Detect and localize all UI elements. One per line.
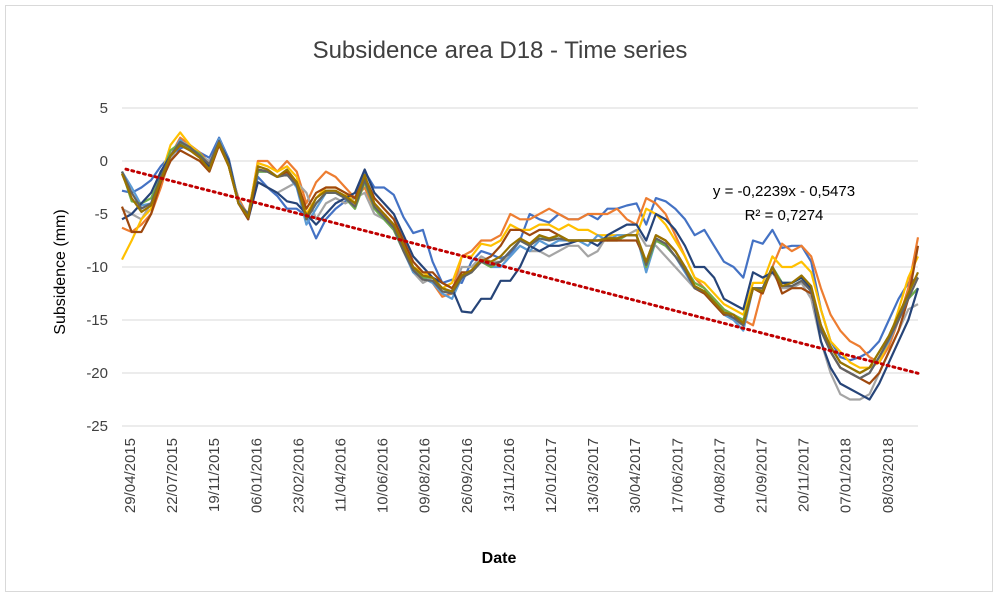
x-tick-label: 22/07/2015 bbox=[164, 438, 181, 513]
y-axis-label: Subsidence (mm) bbox=[52, 209, 69, 334]
series-line-P1 bbox=[121, 136, 919, 362]
series-line-P4 bbox=[121, 131, 920, 369]
y-tick-label: 5 bbox=[100, 100, 108, 117]
y-tick-label: -10 bbox=[86, 259, 108, 276]
x-tick-label: 13/03/2017 bbox=[585, 438, 602, 513]
x-axis-ticks: 29/04/2015 22/07/2015 19/11/2015 06/01/2016… bbox=[122, 438, 897, 513]
x-tick-label: 10/06/2016 bbox=[375, 438, 392, 513]
x-tick-label: 07/01/2018 bbox=[838, 438, 855, 513]
x-tick-label: 11/04/2016 bbox=[333, 438, 350, 512]
y-axis-ticks: 5 0 -5 -10 -15 -20 -25 bbox=[86, 100, 108, 435]
x-tick-label: 21/09/2017 bbox=[754, 438, 771, 513]
trendline-equation: y = -0,2239x - 0,5473 bbox=[713, 183, 855, 200]
y-tick-label: 0 bbox=[100, 153, 108, 170]
y-tick-label: -15 bbox=[86, 312, 108, 329]
chart-title: Subsidence area D18 - Time series bbox=[313, 37, 688, 64]
y-tick-label: -5 bbox=[95, 206, 108, 223]
series-lines bbox=[120, 131, 920, 401]
series-line-P6 bbox=[120, 140, 919, 375]
trendline bbox=[124, 167, 920, 375]
x-tick-label: 19/11/2015 bbox=[206, 438, 223, 512]
x-tick-label: 26/09/2016 bbox=[459, 438, 476, 513]
x-tick-label: 08/03/2018 bbox=[880, 438, 897, 513]
y-tick-label: -20 bbox=[86, 365, 108, 382]
x-tick-label: 30/04/2017 bbox=[627, 438, 644, 513]
chart-area: Subsidence area D18 - Time series 5 0 -5 -1… bbox=[5, 5, 993, 592]
x-tick-label: 12/01/2017 bbox=[543, 438, 560, 513]
series-line-P2 bbox=[121, 136, 920, 364]
x-tick-label: 09/08/2016 bbox=[417, 438, 434, 513]
x-tick-label: 04/08/2017 bbox=[711, 438, 728, 513]
gridlines bbox=[122, 107, 918, 427]
x-tick-label: 06/01/2016 bbox=[248, 438, 265, 513]
x-tick-label: 13/11/2016 bbox=[501, 438, 518, 512]
trendline-r-squared: R² = 0,7274 bbox=[745, 207, 824, 224]
series-line-P10 bbox=[120, 141, 920, 375]
series-line-P7 bbox=[121, 140, 920, 401]
x-axis-label: Date bbox=[482, 550, 517, 567]
line-chart: Subsidence area D18 - Time series 5 0 -5 -1… bbox=[52, 37, 920, 567]
x-tick-label: 23/02/2016 bbox=[290, 438, 307, 513]
x-tick-label: 17/06/2017 bbox=[669, 438, 686, 513]
y-tick-label: -25 bbox=[86, 418, 108, 435]
x-tick-label: 29/04/2015 bbox=[122, 438, 139, 513]
x-tick-label: 20/11/2017 bbox=[796, 438, 813, 512]
